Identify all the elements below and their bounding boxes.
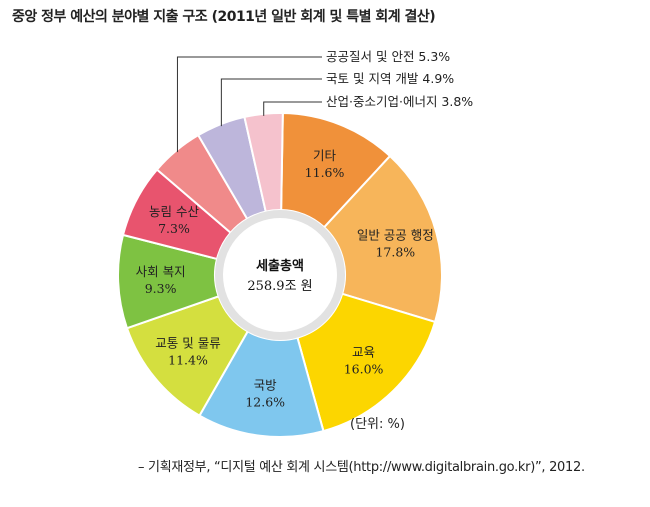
- slice-1-value: 11.6%: [305, 165, 345, 180]
- slice-4-label: 국방: [254, 378, 278, 393]
- slice-8-callout-label: 공공질서 및 안전 5.3%: [326, 49, 450, 64]
- slice-2-label: 일반 공공 행정: [357, 228, 434, 243]
- slice-10-callout-label: 산업·중소기업·에너지 3.8%: [326, 94, 473, 109]
- slice-6-label: 사회 복지: [136, 264, 186, 279]
- source-note: – 기획재정부, “디지털 예산 회계 시스템(http://www.digit…: [138, 460, 585, 475]
- slice-7-value: 7.3%: [158, 221, 190, 236]
- slice-9-callout-line: [220, 78, 322, 127]
- labels-group: 기타 11.6% 일반 공공 행정 17.8% 교육 16.0% 국방 12.6% 교통 및 물…: [136, 148, 434, 409]
- slice-8-callout-line: [176, 56, 322, 153]
- slice-10-callout-line: [263, 101, 322, 116]
- slice-6-value: 9.3%: [145, 281, 177, 296]
- unit-label: (단위: %): [350, 417, 405, 432]
- center-value: 258.9조 원: [247, 279, 312, 294]
- slice-3-label: 교육: [352, 344, 375, 359]
- slice-2-value: 17.8%: [375, 245, 415, 260]
- slice-5-value: 11.4%: [168, 352, 208, 367]
- center-hole: [215, 210, 345, 340]
- callouts-group: 공공질서 및 안전 5.3% 국토 및 지역 개발 4.9% 산업·중소기업·에너지…: [176, 49, 473, 153]
- slice-5-label: 교통 및 물류: [155, 335, 220, 350]
- chart-title: 중앙 정부 예산의 분야별 지출 구조 (2011년 일반 회계 및 특별 회계…: [12, 9, 436, 25]
- slices-group: [117, 112, 443, 438]
- slice-4-value: 12.6%: [245, 395, 285, 410]
- center-title: 세출총액: [256, 258, 304, 274]
- slice-1-label: 기타: [313, 148, 337, 163]
- center-circle: [223, 218, 337, 332]
- slice-3-value: 16.0%: [344, 361, 384, 376]
- slice-7-label: 농림 수산: [149, 204, 199, 219]
- slice-9-callout-label: 국토 및 지역 개발 4.9%: [326, 71, 454, 86]
